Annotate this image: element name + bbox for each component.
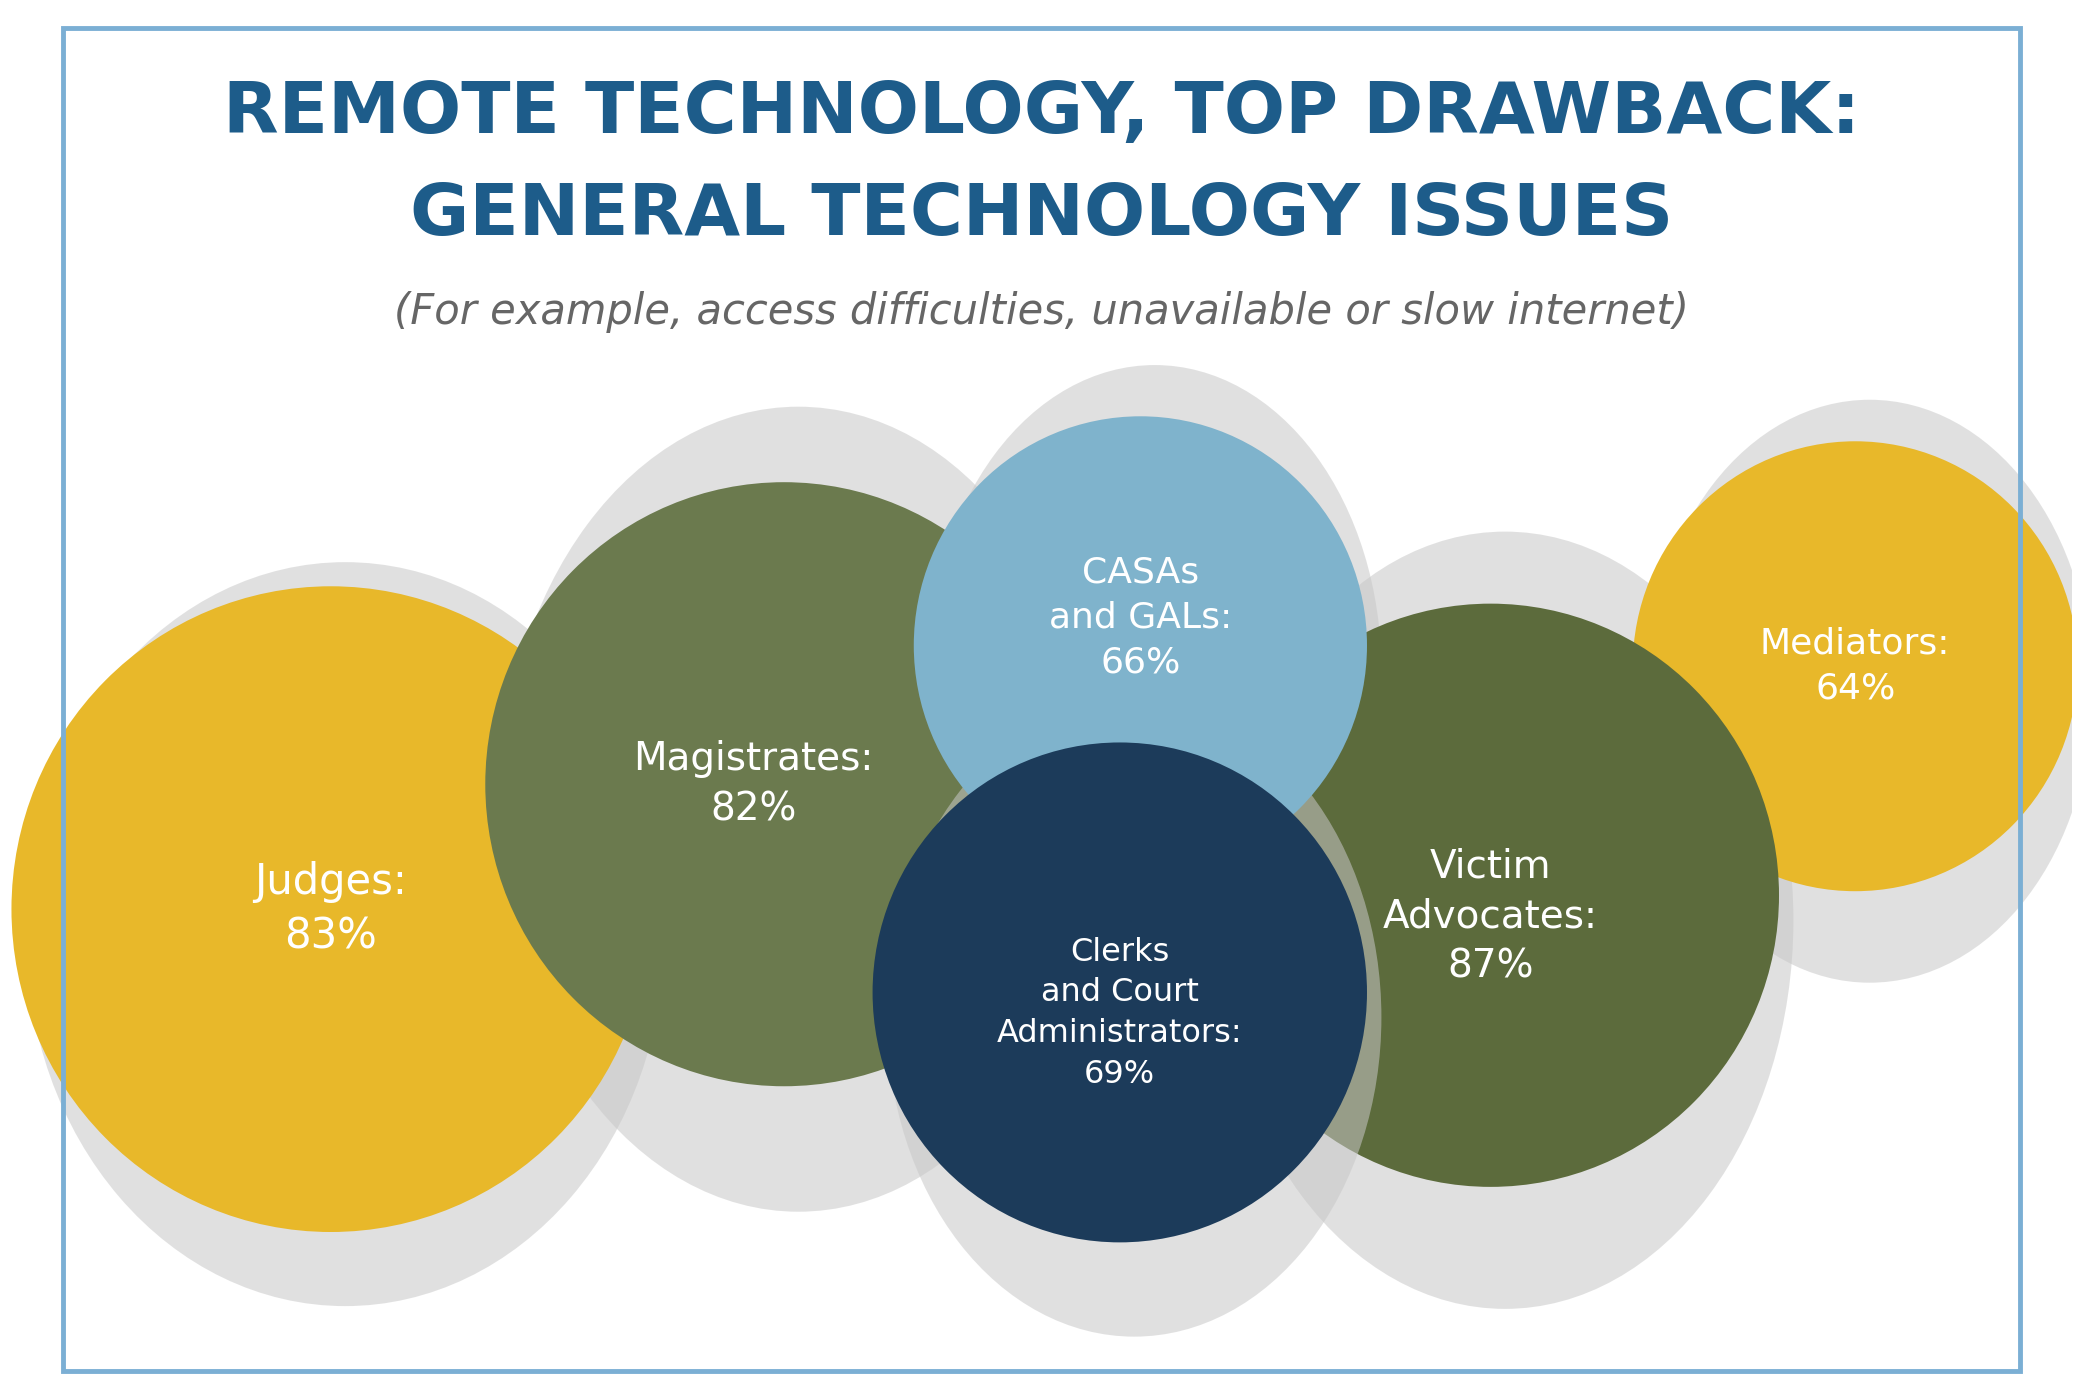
Text: Clerks
and Court
Administrators:
69%: Clerks and Court Administrators: 69% [998, 937, 1244, 1090]
Ellipse shape [500, 407, 1098, 1212]
Ellipse shape [914, 416, 1366, 874]
Text: Mediators:
64%: Mediators: 64% [1760, 627, 1950, 705]
Text: CASAs
and GALs:
66%: CASAs and GALs: 66% [1048, 555, 1231, 680]
Text: Magistrates:
82%: Magistrates: 82% [633, 740, 873, 829]
Ellipse shape [25, 562, 664, 1306]
Ellipse shape [12, 586, 650, 1233]
Ellipse shape [887, 698, 1381, 1337]
Ellipse shape [1648, 400, 2083, 983]
Ellipse shape [1202, 604, 1779, 1187]
Text: Judges:
83%: Judges: 83% [254, 861, 406, 958]
Ellipse shape [929, 365, 1381, 976]
Ellipse shape [1633, 441, 2077, 891]
Ellipse shape [1216, 532, 1793, 1309]
Ellipse shape [485, 482, 1083, 1087]
Text: GENERAL TECHNOLOGY ISSUES: GENERAL TECHNOLOGY ISSUES [410, 180, 1673, 250]
Ellipse shape [873, 743, 1366, 1242]
Text: REMOTE TECHNOLOGY, TOP DRAWBACK:: REMOTE TECHNOLOGY, TOP DRAWBACK: [223, 79, 1860, 149]
Text: Victim
Advocates:
87%: Victim Advocates: 87% [1383, 847, 1598, 985]
Text: (For example, access difficulties, unavailable or slow internet): (For example, access difficulties, unava… [394, 291, 1689, 333]
